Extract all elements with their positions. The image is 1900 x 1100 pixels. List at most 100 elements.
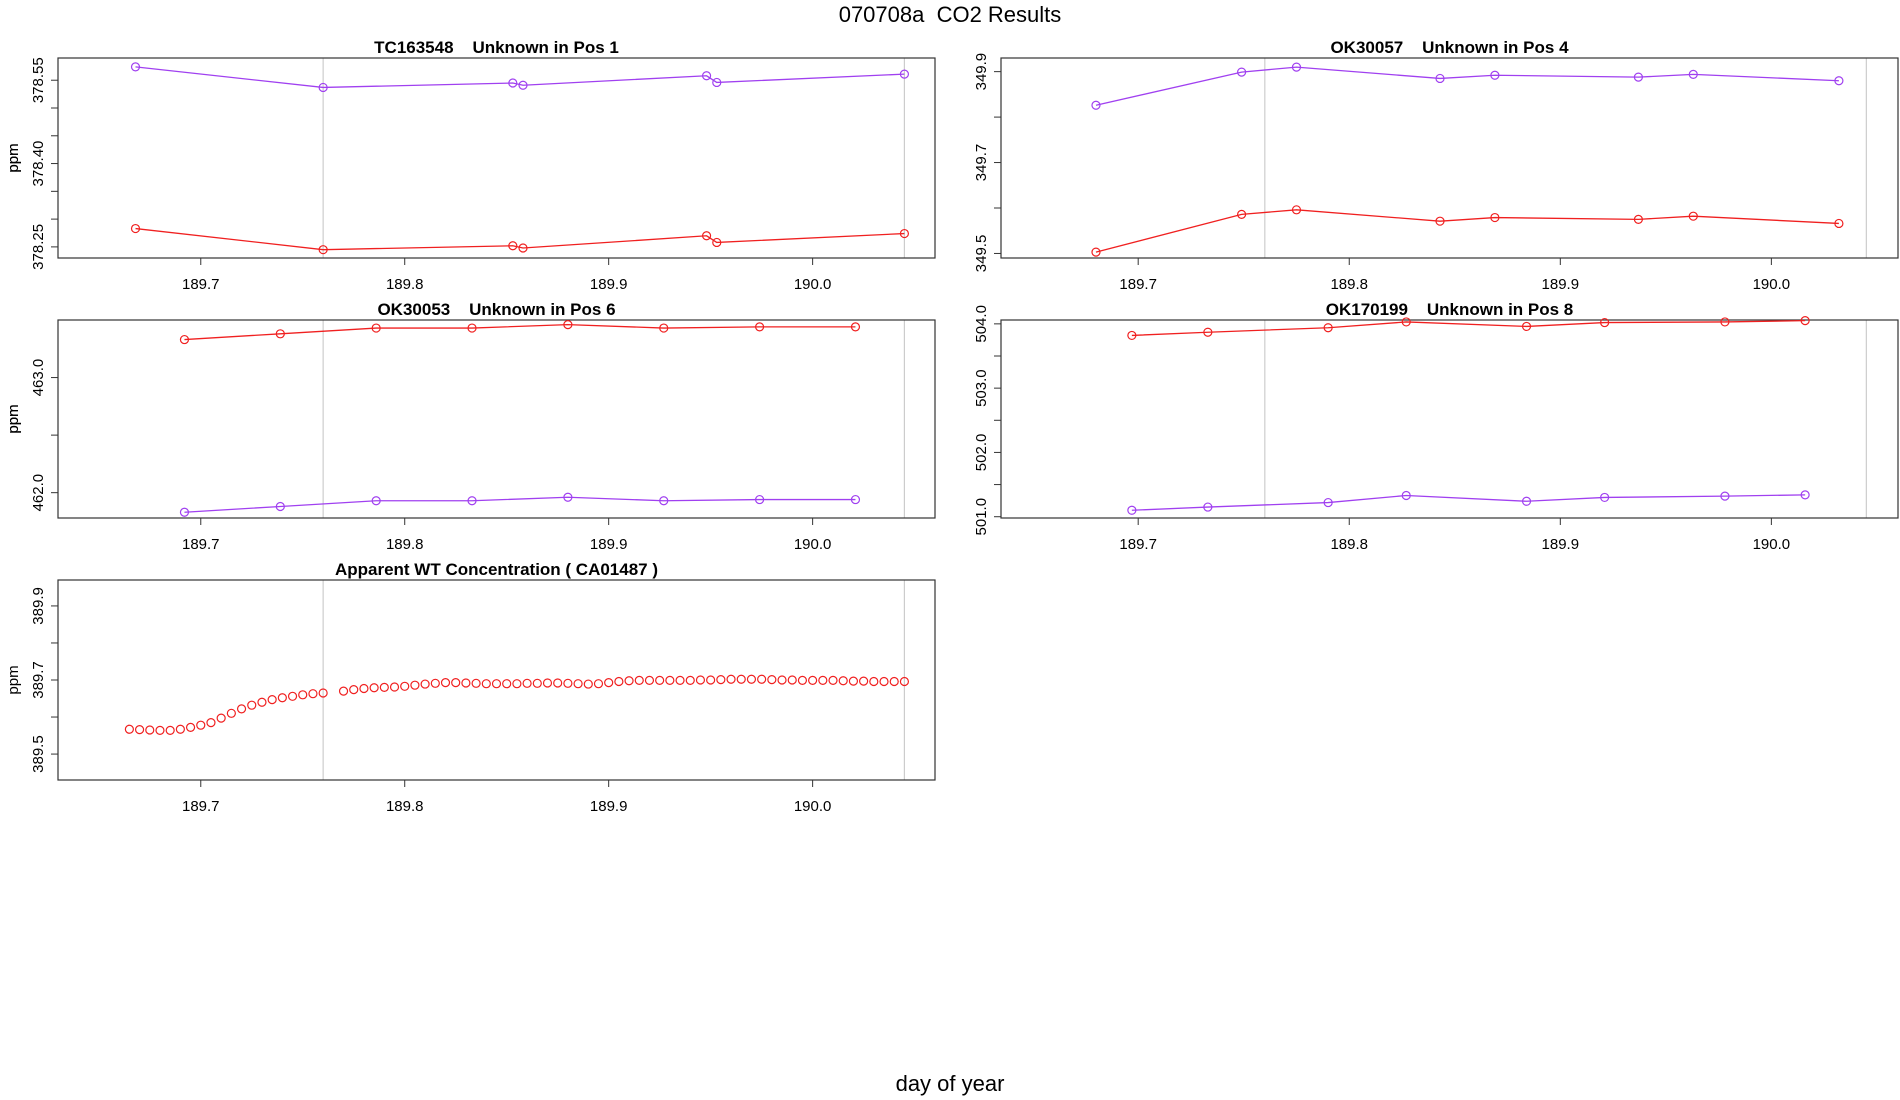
x-tick-label: 189.8 [386,798,424,815]
data-point [563,320,573,330]
data-point [553,678,563,688]
data-point [828,675,838,685]
y-tick-label: 462.0 [30,474,47,512]
data-point [175,724,185,734]
x-tick-label: 189.7 [1119,536,1157,553]
x-tick-label: 189.9 [590,536,628,553]
data-point [1633,72,1643,82]
data-point [665,675,675,685]
data-point [797,675,808,685]
data-point [1688,69,1698,79]
data-point [593,679,604,689]
data-point [850,494,861,505]
data-point [1490,212,1500,223]
data-point [869,676,879,687]
series-line [1095,209,1839,253]
x-tick-label: 189.9 [590,798,628,815]
data-point [481,679,491,689]
series-line [135,66,905,89]
data-point [1435,73,1445,84]
data-point [369,683,379,693]
series-1 [1127,316,1810,341]
data-point [757,674,767,684]
data-point [659,496,669,506]
data-point [155,725,165,735]
data-point [124,724,134,734]
data-point [430,678,440,688]
y-tick-label: 349.9 [973,53,990,91]
series-2 [1127,490,1810,515]
data-point [277,693,287,703]
x-tick-label: 190.0 [1753,276,1791,293]
series-line [135,227,905,251]
data-point [467,323,477,333]
data-point [1237,67,1247,77]
data-point [236,704,247,714]
y-tick-label: 503.0 [973,369,990,407]
y-axis-label: ppm [5,143,22,172]
data-point [563,678,573,688]
data-point [1323,323,1333,333]
data-point [379,682,389,693]
series-1 [124,674,910,735]
data-point [420,679,430,689]
data-point [1600,317,1610,328]
data-point [508,241,518,251]
series-line [1131,319,1806,337]
x-tick-label: 189.9 [1542,536,1580,553]
series-line [184,323,856,341]
y-tick-label: 389.9 [30,587,47,625]
series-line [1131,494,1806,511]
data-point [1091,100,1101,110]
data-point [1600,492,1610,503]
data-point [179,507,190,517]
data-point [389,682,400,692]
data-point [726,674,736,684]
plot-frame [57,319,936,519]
y-tick-label: 504.0 [973,305,990,343]
data-point [1203,327,1213,337]
data-point [1091,247,1101,257]
data-point [808,675,818,685]
x-tick-label: 189.7 [182,536,220,553]
data-point [400,681,410,691]
data-point [655,675,665,685]
y-tick-label: 389.5 [30,735,47,773]
data-point [624,676,634,686]
data-point [338,686,349,696]
data-point [1291,62,1302,72]
plot-frame [1000,57,1899,259]
data-point [614,676,624,687]
data-point [518,243,528,253]
data-point [318,245,328,255]
data-point [165,725,175,735]
data-point [659,323,669,333]
data-point [879,676,889,687]
data-point [573,679,583,689]
data-point [1633,214,1643,224]
data-point [754,494,765,505]
data-point [644,675,655,685]
data-point [130,223,141,234]
data-point [134,725,145,735]
data-point [542,678,553,688]
data-point [257,697,267,707]
data-point [349,685,359,695]
data-point [502,679,512,689]
data-point [899,676,910,687]
data-point [130,62,141,72]
data-point [410,680,420,690]
data-point [247,700,257,710]
data-point [287,691,298,701]
data-point [818,675,828,685]
x-tick-label: 189.9 [590,276,628,293]
x-tick-label: 189.8 [386,536,424,553]
data-point [451,677,461,688]
x-tick-label: 189.8 [1330,276,1368,293]
data-point [518,80,528,90]
data-point [583,679,593,689]
data-point [1688,211,1698,221]
data-point [1720,317,1730,327]
y-tick-label: 349.7 [973,144,990,182]
data-point [859,676,869,686]
